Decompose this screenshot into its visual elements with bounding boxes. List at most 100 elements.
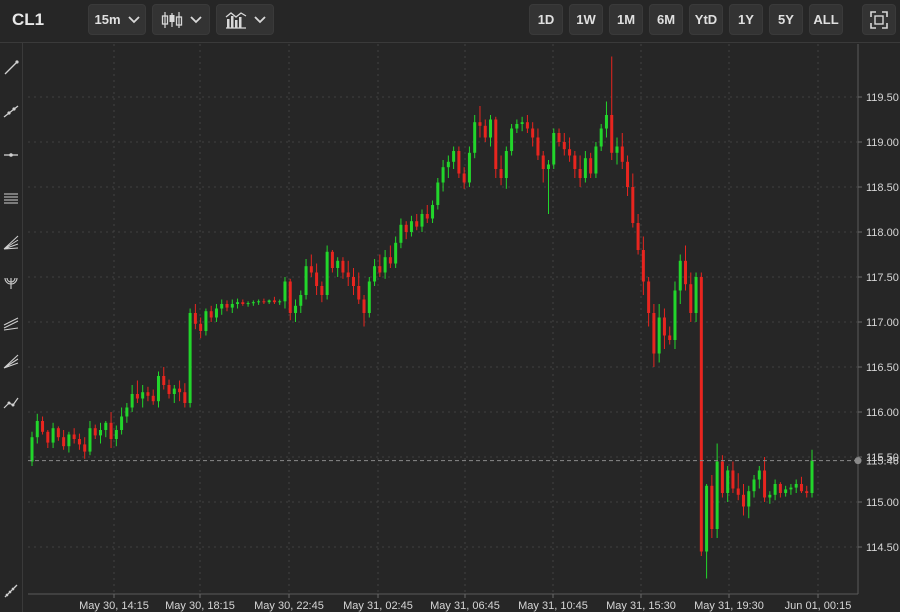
candle-body[interactable] xyxy=(357,286,361,300)
candle-body[interactable] xyxy=(684,260,688,285)
candle-body[interactable] xyxy=(436,182,440,206)
interval-dropdown[interactable]: 15m xyxy=(88,4,146,35)
candle-body[interactable] xyxy=(778,484,782,493)
candle-body[interactable] xyxy=(156,376,160,402)
candle-body[interactable] xyxy=(125,407,129,417)
trend-line-tool[interactable] xyxy=(0,53,21,83)
candle-body[interactable] xyxy=(568,149,572,156)
candle-body[interactable] xyxy=(763,470,767,498)
candle-body[interactable] xyxy=(483,125,487,138)
candle-body[interactable] xyxy=(573,155,577,170)
candle-body[interactable] xyxy=(499,169,503,178)
candle-body[interactable] xyxy=(246,303,250,305)
candle-body[interactable] xyxy=(699,277,703,552)
candle-body[interactable] xyxy=(346,272,350,278)
ray-line-tool[interactable] xyxy=(0,96,21,126)
candle-body[interactable] xyxy=(810,460,814,493)
candle-body[interactable] xyxy=(367,281,371,314)
candle-body[interactable] xyxy=(341,260,345,273)
candle-body[interactable] xyxy=(220,304,224,309)
candle-body[interactable] xyxy=(336,260,340,268)
candle-body[interactable] xyxy=(420,214,424,227)
candle-body[interactable] xyxy=(351,277,355,286)
candle-body[interactable] xyxy=(494,119,498,170)
candle-body[interactable] xyxy=(673,290,677,341)
range-1w-button[interactable]: 1W xyxy=(569,4,603,35)
candle-body[interactable] xyxy=(394,242,398,264)
candle-body[interactable] xyxy=(67,434,71,447)
candle-body[interactable] xyxy=(178,388,182,393)
fullscreen-button[interactable] xyxy=(862,4,896,35)
candle-body[interactable] xyxy=(662,317,666,336)
channel-tool[interactable] xyxy=(0,308,21,338)
candle-body[interactable] xyxy=(72,434,76,440)
candle-body[interactable] xyxy=(478,122,482,126)
range-1y-button[interactable]: 1Y xyxy=(729,4,763,35)
candle-body[interactable] xyxy=(230,304,234,308)
candle-body[interactable] xyxy=(731,470,735,489)
horizontal-line-tool[interactable] xyxy=(0,140,21,170)
range-1m-button[interactable]: 1M xyxy=(609,4,643,35)
candle-body[interactable] xyxy=(415,221,419,227)
candle-body[interactable] xyxy=(757,470,761,480)
indicators-dropdown[interactable] xyxy=(216,4,274,35)
candle-body[interactable] xyxy=(594,146,598,174)
candle-body[interactable] xyxy=(294,305,298,313)
arc-tool[interactable] xyxy=(0,268,21,298)
candle-body[interactable] xyxy=(536,137,540,156)
candle-body[interactable] xyxy=(636,223,640,250)
candle-body[interactable] xyxy=(668,335,672,341)
range-1d-button[interactable]: 1D xyxy=(529,4,563,35)
candle-body[interactable] xyxy=(520,122,524,124)
candle-body[interactable] xyxy=(425,214,429,219)
candle-body[interactable] xyxy=(557,133,561,142)
candle-body[interactable] xyxy=(288,281,292,314)
candle-body[interactable] xyxy=(272,300,276,303)
candle-body[interactable] xyxy=(77,439,81,445)
candle-body[interactable] xyxy=(799,484,803,492)
pitchfork-tool[interactable] xyxy=(0,346,21,376)
candle-body[interactable] xyxy=(88,428,92,452)
candle-body[interactable] xyxy=(330,251,334,268)
candle-body[interactable] xyxy=(578,169,582,178)
candle-body[interactable] xyxy=(589,158,593,174)
candle-body[interactable] xyxy=(710,485,714,529)
candle-body[interactable] xyxy=(641,250,645,282)
candle-body[interactable] xyxy=(620,146,624,162)
candle-body[interactable] xyxy=(747,491,751,507)
candle-body[interactable] xyxy=(299,295,303,306)
candle-body[interactable] xyxy=(199,323,203,331)
candle-body[interactable] xyxy=(631,187,635,223)
candle-body[interactable] xyxy=(146,392,150,396)
candle-body[interactable] xyxy=(768,494,772,498)
candle-body[interactable] xyxy=(46,431,50,443)
candle-body[interactable] xyxy=(715,461,719,530)
candle-body[interactable] xyxy=(752,479,756,492)
candle-body[interactable] xyxy=(320,286,324,295)
candle-body[interactable] xyxy=(41,421,45,432)
candle-body[interactable] xyxy=(678,260,682,291)
candle-body[interactable] xyxy=(599,128,603,147)
candle-body[interactable] xyxy=(383,257,387,273)
candle-body[interactable] xyxy=(604,115,608,129)
candle-body[interactable] xyxy=(267,300,271,303)
candle-body[interactable] xyxy=(304,266,308,295)
candle-body[interactable] xyxy=(404,224,408,232)
candle-body[interactable] xyxy=(236,302,240,304)
candle-body[interactable] xyxy=(325,251,329,295)
candle-body[interactable] xyxy=(167,385,171,394)
candle-body[interactable] xyxy=(262,301,266,303)
chart-type-dropdown[interactable] xyxy=(152,4,210,35)
candle-body[interactable] xyxy=(541,155,545,170)
candle-body[interactable] xyxy=(183,392,187,403)
range-all-button[interactable]: ALL xyxy=(809,4,843,35)
candle-body[interactable] xyxy=(689,284,693,313)
candle-body[interactable] xyxy=(531,128,535,138)
candle-body[interactable] xyxy=(694,277,698,313)
candle-body[interactable] xyxy=(135,394,139,399)
candle-body[interactable] xyxy=(489,119,493,138)
candle-body[interactable] xyxy=(399,224,403,243)
candle-body[interactable] xyxy=(773,484,777,495)
candle-body[interactable] xyxy=(546,164,550,170)
candle-body[interactable] xyxy=(515,124,519,129)
